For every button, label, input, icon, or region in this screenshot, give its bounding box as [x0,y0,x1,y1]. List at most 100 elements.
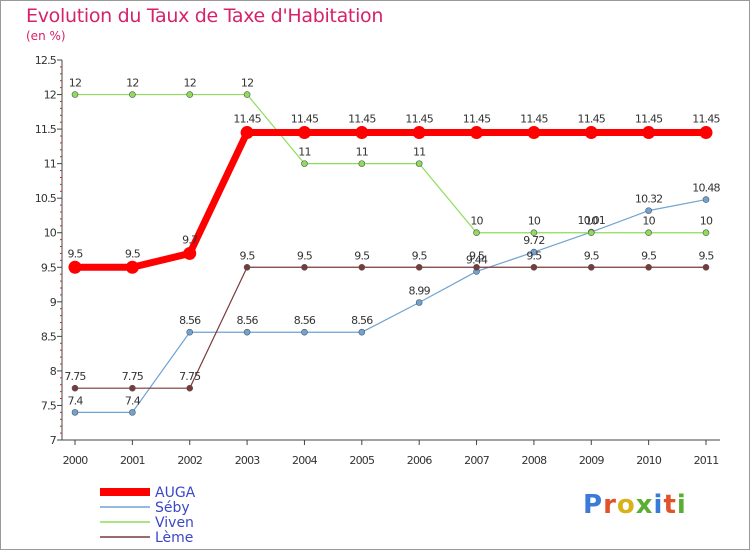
data-label: 11.45 [578,113,606,126]
y-tick-label: 10 [44,227,57,240]
axes: 7 7.5 8 8.5 9 9.5 10 10.5 11 11.5 12 12.5 2000 2001 20… [35,54,720,467]
data-label: 8.56 [179,314,201,327]
data-label: 11 [413,146,425,159]
data-label: 11 [356,146,368,159]
data-point [645,229,652,237]
data-point [645,207,652,214]
data-point [186,91,194,98]
data-point [301,160,308,167]
y-tick-label: 10.5 [35,192,57,205]
x-tick-label: 2010 [636,454,662,467]
data-point [358,328,366,336]
x-tick-label: 2004 [292,454,318,467]
data-label: 11 [298,146,310,159]
data-label: 11.45 [635,113,663,126]
data-label: 12 [69,77,81,90]
x-tick-label: 2003 [235,454,261,467]
data-point [473,263,480,271]
y-tick-label: 11 [44,158,56,171]
chart-unit: (en %) [26,29,66,43]
data-label: 7.75 [122,370,144,383]
data-label: 8.56 [236,314,258,327]
y-tick-label: 12.5 [35,54,57,67]
data-label: 12 [184,77,196,90]
x-tick-label: 2002 [177,454,202,467]
data-point [702,196,710,203]
data-label: 11.45 [233,113,261,126]
data-point [473,229,480,237]
legend-label: AUGA [155,485,196,501]
data-label: 9.44 [466,253,488,266]
legend-label: Lème [155,530,193,546]
series-lines [75,93,707,413]
data-point [243,263,251,271]
data-point [183,246,197,260]
data-label: 9.5 [67,247,83,260]
data-label: 12 [126,77,138,90]
series-line-AUGA [75,129,706,271]
data-point [243,91,251,98]
data-label: 12 [241,77,253,90]
data-label: 9.5 [240,249,256,262]
x-tick-label: 2009 [579,454,605,467]
data-point [355,126,369,140]
data-point [358,160,366,167]
data-label: 10.48 [692,182,720,195]
data-label: 9.5 [641,249,657,262]
data-label: 8.56 [351,314,373,327]
data-point [702,263,710,271]
legend-label: Séby [155,500,190,516]
data-label: 10 [470,215,483,228]
data-point [587,229,595,237]
data-point [415,299,423,306]
y-tick-label: 11.5 [35,123,57,136]
data-label: 9.5 [526,249,542,262]
data-point [243,328,251,336]
data-label: 11.45 [692,113,720,126]
data-point [530,229,538,237]
y-tick-label: 7 [50,434,57,447]
data-point [642,126,656,140]
data-label: 10 [585,215,598,228]
x-tick-label: 2006 [407,454,433,467]
data-point [702,229,710,237]
data-point [530,248,538,256]
data-point [297,126,311,140]
data-point [129,91,136,98]
data-point [530,263,538,271]
series-line-Viven [75,93,706,234]
data-label: 9.5 [698,249,714,262]
data-point [358,263,366,271]
data-label: 11.45 [520,113,548,126]
y-tick-label: 9.5 [41,261,57,274]
series-points [68,91,713,416]
data-label: 9.5 [297,249,313,262]
x-tick-label: 2001 [120,454,145,467]
series-line-Lème [75,266,706,389]
x-tick-label: 2005 [349,454,375,467]
data-label: 8.56 [294,314,316,327]
data-label: 10.32 [635,193,663,206]
data-label: 11.45 [463,113,491,126]
data-label: 10.01 [578,214,606,227]
data-labels: 9.5 9.5 9.7 11.45 11.45 11.45 11.45 11.45 11.45 1… [64,77,721,408]
proxiti-logo: Proxiti [583,490,687,520]
data-point [240,126,254,140]
data-point [645,263,652,271]
data-label: 11.45 [348,113,376,126]
data-point [587,263,595,271]
y-tick-label: 7.5 [41,399,57,412]
data-label: 9.5 [125,247,141,260]
data-label: 9.7 [182,233,198,246]
data-label: 9.72 [523,234,544,247]
data-point [584,126,598,140]
data-label: 10 [700,215,713,228]
data-point [129,409,136,416]
data-label: 7.75 [179,370,201,383]
y-tick-label: 9 [50,296,57,309]
data-label: 7.4 [125,394,141,407]
data-label: 7.4 [67,394,83,407]
data-label: 10 [642,215,655,228]
data-point [71,384,79,392]
